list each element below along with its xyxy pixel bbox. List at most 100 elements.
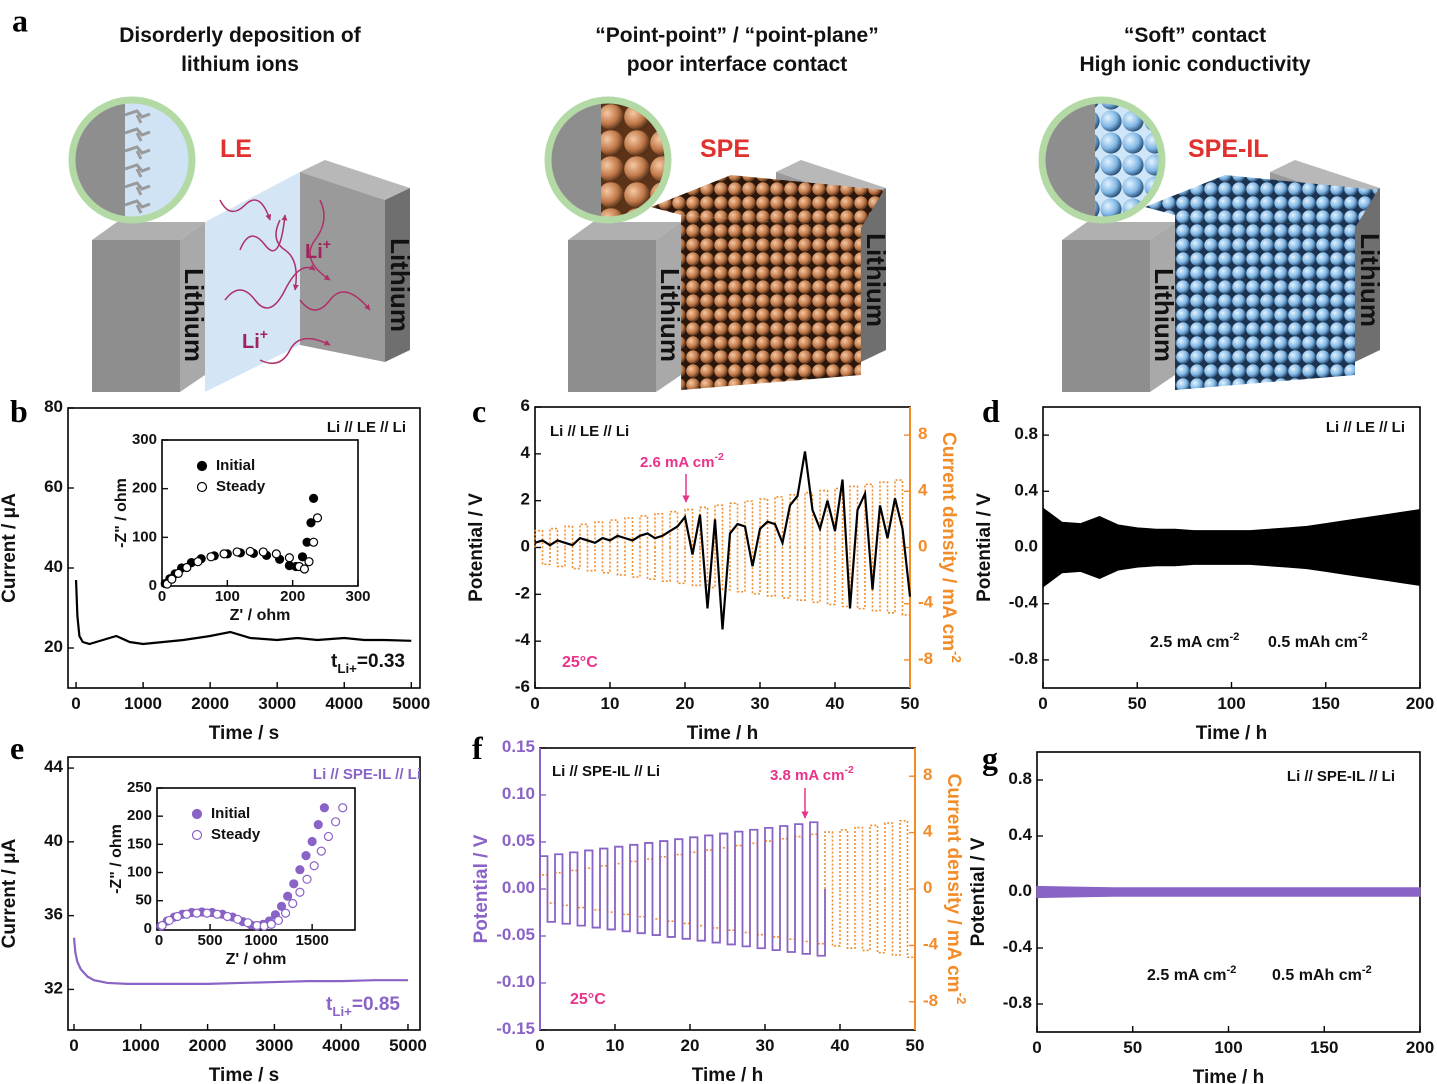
callout-part: -2 (844, 764, 853, 776)
schematic-title-part: poor interface contact (627, 53, 848, 76)
y-tick-label-part: -0.15 (496, 1019, 535, 1038)
y-tick-label: -0.15 (496, 1019, 535, 1038)
square-wave-cycle (669, 510, 686, 585)
x-tick-label-part: 5000 (389, 1036, 427, 1055)
ion-label: Li+ (305, 236, 331, 264)
x-tick-label-part: 200 (1406, 1038, 1434, 1057)
series-line (72, 937, 408, 985)
callout: 2.6 mA cm-2 (640, 451, 724, 471)
rate-label: 2.5 mA cm-2 (1147, 964, 1236, 984)
square-wave-cycle (599, 847, 616, 931)
y-tick-label: -6 (515, 677, 530, 696)
x-tick-label: 10 (606, 1036, 625, 1055)
envelope (1042, 507, 1421, 588)
square-wave-cycle (629, 843, 646, 935)
x-axis-label-part: Time / s (209, 723, 279, 744)
x-tick-label-part: 150 (1312, 694, 1340, 713)
annotation-part: Li // SPE-IL // Li (552, 763, 660, 780)
magnifier-ring (544, 96, 672, 224)
x-tick-label-part: 2000 (189, 1036, 227, 1055)
x-tick-label: 2000 (189, 1036, 227, 1055)
panel-label-part: d (982, 393, 1000, 429)
point (206, 552, 216, 562)
square-wave-cycle (534, 529, 551, 566)
x-tick-label: 200 (280, 588, 305, 605)
x-tick-label-part: 50 (1123, 1038, 1142, 1057)
square-wave-cycle (564, 525, 581, 570)
schematic-label-part: LE (220, 135, 252, 163)
y2-tick-label: -4 (923, 935, 939, 954)
x-tick-label: 30 (751, 694, 770, 713)
y-tick-label: 44 (44, 758, 63, 777)
x-tick-label-part: 30 (751, 694, 770, 713)
y2-tick-label-part: 0 (918, 537, 927, 556)
x-tick-label-part: 0 (71, 694, 80, 713)
x-tick-label-part: 20 (681, 1036, 700, 1055)
schematic-title-part: lithium ions (181, 53, 299, 76)
y-tick-label: -0.10 (496, 972, 535, 991)
transference: tLi+=0.33 (331, 651, 405, 676)
square-wave-cycle (869, 824, 886, 954)
shape (92, 222, 205, 240)
point (308, 537, 319, 547)
series-line (74, 579, 412, 646)
y-tick-label: 36 (44, 905, 63, 924)
x-tick-label: 3000 (258, 694, 296, 713)
legend-marker (191, 808, 203, 820)
ion-path (239, 214, 288, 252)
point (181, 909, 192, 919)
x-tick-label: 300 (345, 588, 370, 605)
square-wave-cycle (849, 485, 866, 610)
x-tick-label: 0 (69, 1036, 78, 1055)
y2-tick-label-part: -4 (918, 593, 934, 612)
series-line (534, 451, 912, 630)
x-tick-label: 150 (1312, 694, 1340, 713)
electrode-label: Lithium (861, 233, 891, 327)
y-tick-label-part: 100 (132, 528, 157, 545)
y-tick-label: 300 (132, 431, 157, 448)
schematic-title: poor interface contact (627, 53, 848, 76)
y-tick-label: 4 (521, 443, 531, 462)
y-tick-label-part: -0.8 (1003, 993, 1032, 1012)
ion-label-part: + (323, 236, 331, 252)
y2-axis-label-part: Current density / mA cm (938, 432, 959, 651)
y-tick-label-part: 36 (44, 905, 63, 924)
schematic-title: High ionic conductivity (1079, 53, 1310, 76)
transference-part: t (331, 651, 338, 672)
legend-label-part: Steady (211, 826, 261, 843)
shape (651, 175, 884, 228)
electrode-label-part: Lithium (385, 238, 415, 332)
y-tick-label-part: 0.00 (502, 878, 535, 897)
y-tick-label-part: -0.8 (1009, 649, 1038, 668)
y-tick-label: 0.8 (1014, 425, 1038, 444)
y-tick-label: 0.05 (502, 831, 535, 850)
x-axis-label-part: Time / h (1193, 1067, 1264, 1084)
point (193, 557, 203, 567)
x-tick-label-part: 4000 (325, 694, 363, 713)
x-axis-label: Z' / ohm (230, 607, 291, 624)
y-axis-label-part: Potential / V (471, 834, 492, 943)
rate-label: 0.5 mAh cm-2 (1268, 631, 1368, 651)
point (331, 817, 341, 827)
legend-label: Initial (211, 805, 250, 822)
plot-frame (161, 439, 359, 587)
y-tick-label: 20 (44, 637, 63, 656)
y-tick-label: 80 (44, 397, 63, 416)
point (288, 898, 298, 909)
shape (1062, 240, 1150, 392)
x-axis-label-part: Time / s (209, 1065, 279, 1084)
shape (180, 222, 205, 392)
panel-label: f (472, 730, 483, 766)
square-wave-cycle (654, 512, 671, 583)
x-tick-label: 200 (1406, 1038, 1434, 1057)
magnifier-ring (68, 96, 196, 224)
x-tick-label-part: 150 (1310, 1038, 1338, 1057)
point (307, 836, 317, 847)
y-axis-label-part: Current / μA (0, 838, 20, 948)
x-tick-label-part: 100 (1217, 694, 1245, 713)
annotation: Li // LE // Li (550, 423, 629, 440)
y2-axis-label-part: -2 (949, 651, 964, 663)
panel-label-part: c (472, 393, 486, 429)
y2-axis-label-part: Current density / mA cm (943, 774, 964, 993)
y-tick-label: 0.8 (1008, 769, 1032, 788)
